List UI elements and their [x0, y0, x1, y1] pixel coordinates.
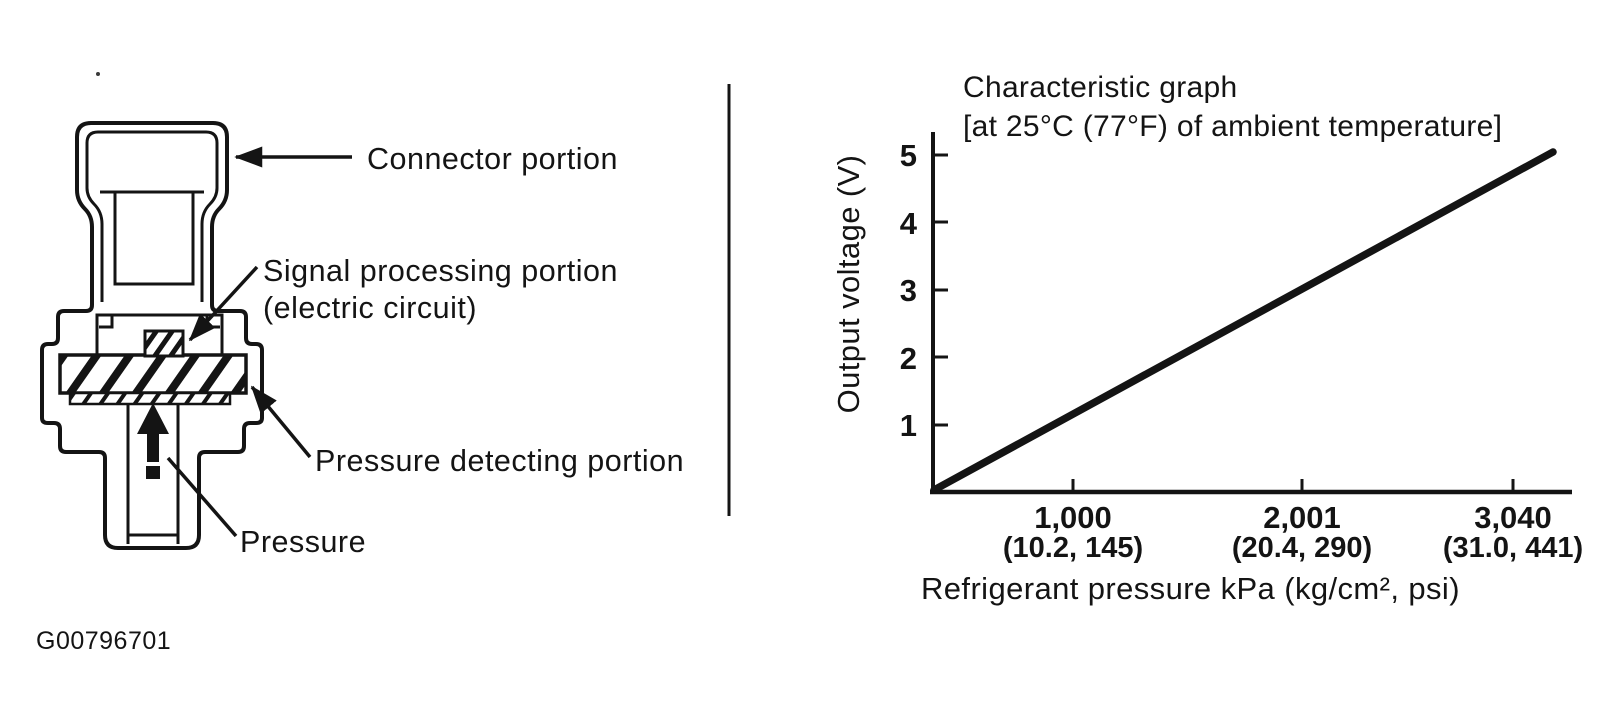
- pressure-detecting-bar: [58, 353, 248, 395]
- pressure-arrow-tail-segment: [146, 466, 160, 479]
- characteristic-line: [930, 148, 1557, 494]
- pressure-label: Pressure: [240, 525, 366, 559]
- y-tick-label-2: 2: [900, 341, 917, 376]
- x-tick-label-kpa-1: 1,000: [1034, 500, 1112, 535]
- figure-code: G00796701: [36, 627, 171, 655]
- diaphragm-strip: [68, 391, 232, 406]
- pressure-leader-line: [166, 456, 238, 538]
- y-tick-label-4: 4: [900, 206, 918, 241]
- x-tick-label-alt-3: (31.0, 441): [1443, 532, 1583, 564]
- signal-processing-label-line1: Signal processing portion: [263, 254, 618, 288]
- pressure-detecting-label: Pressure detecting portion: [315, 444, 684, 478]
- sensor-inner-wall: [85, 130, 219, 302]
- body-inner-ledge: [95, 313, 224, 355]
- y-tick-label-3: 3: [900, 273, 917, 308]
- body-inner-step-left: [99, 315, 114, 329]
- y-tick-label-1: 1: [900, 408, 917, 443]
- signal-processing-chip: [143, 329, 185, 358]
- scan-speck: [96, 72, 100, 76]
- x-tick-label-alt-2: (20.4, 290): [1232, 532, 1372, 564]
- connector-cavity: [113, 192, 195, 286]
- y-axis-title: Output voltage (V): [831, 155, 866, 414]
- graph-title-line1: Characteristic graph: [963, 71, 1237, 104]
- pressure-arrow: [137, 403, 169, 462]
- signal-processing-leader-line: [188, 265, 259, 342]
- signal-processing-label-line2: (electric circuit): [263, 291, 477, 325]
- graph-title-line2: [at 25°C (77°F) of ambient temperature]: [963, 110, 1502, 143]
- x-tick-label-kpa-3: 3,040: [1474, 500, 1552, 535]
- pressure-detecting-leader-line: [250, 385, 312, 459]
- x-tick-label-kpa-2: 2,001: [1263, 500, 1341, 535]
- x-axis-title: Refrigerant pressure kPa (kg/cm², psi): [921, 571, 1460, 606]
- x-tick-label-alt-1: (10.2, 145): [1003, 532, 1143, 564]
- y-tick-label-5: 5: [900, 138, 917, 173]
- connector-portion-label: Connector portion: [367, 142, 618, 176]
